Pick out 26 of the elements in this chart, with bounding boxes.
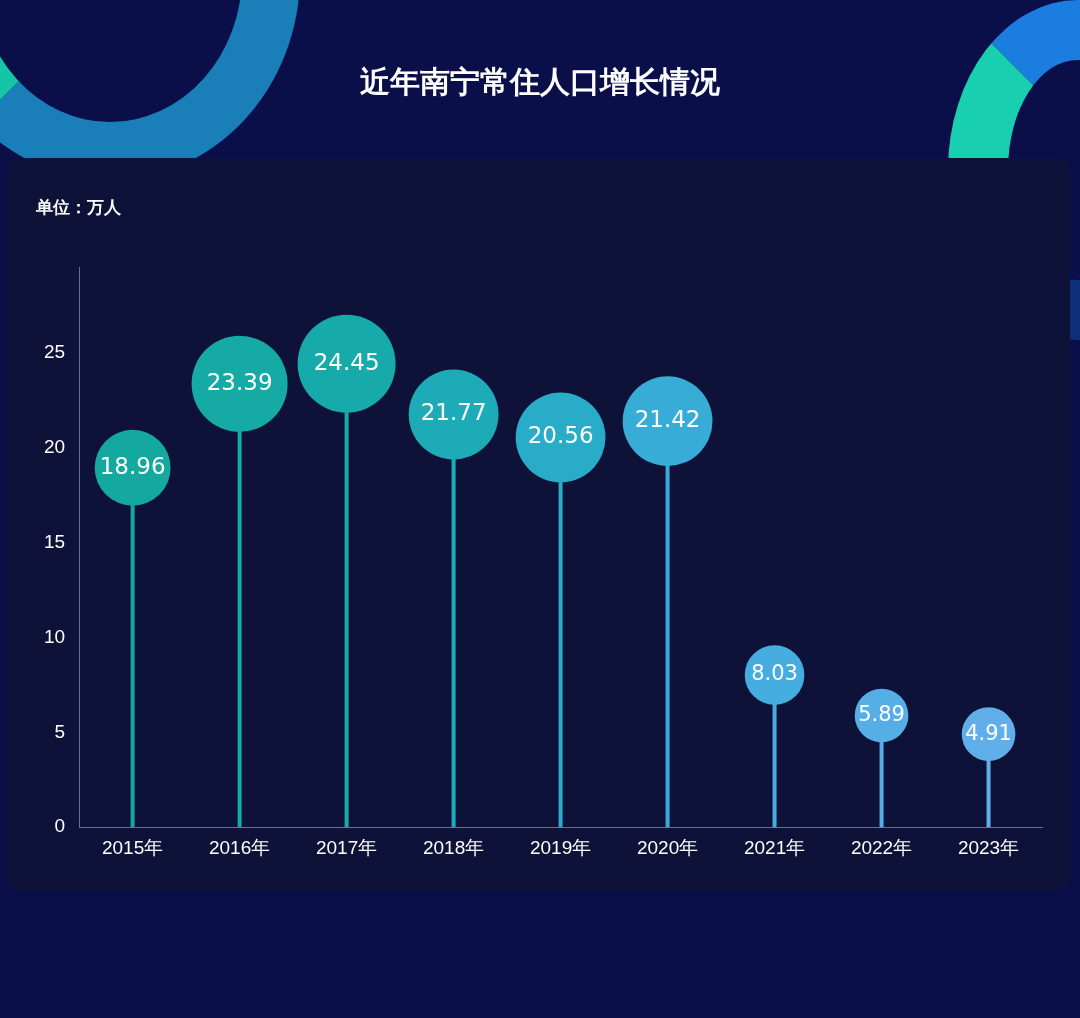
- x-tick-label: 2016年: [208, 836, 271, 858]
- y-tick-label: 15: [43, 531, 66, 553]
- x-tick-label: 2020年: [636, 836, 699, 858]
- y-tick-label: 20: [43, 436, 66, 458]
- x-tick-label: 2017年: [315, 836, 378, 858]
- x-tick-label: 2019年: [529, 836, 592, 858]
- y-tick-label: 25: [43, 341, 66, 363]
- chart-title: 近年南宁常住人口增长情况: [359, 63, 721, 101]
- data-label: 20.56: [527, 422, 594, 449]
- data-label: 8.03: [751, 661, 798, 686]
- x-tick-label: 2023年: [957, 836, 1020, 858]
- y-tick-label: 5: [54, 720, 66, 742]
- y-axis-title: 单位：万人: [36, 196, 121, 219]
- x-tick-label: 2018年: [422, 836, 485, 858]
- y-tick-label: 10: [43, 625, 66, 647]
- data-label: 23.39: [206, 368, 273, 395]
- x-tick-label: 2021年: [743, 836, 806, 858]
- x-tick-label: 2022年: [850, 836, 913, 858]
- data-label: 24.45: [313, 348, 380, 375]
- data-label: 18.96: [99, 452, 166, 479]
- data-label: 4.91: [965, 720, 1012, 745]
- data-label: 21.77: [420, 399, 487, 426]
- data-label: 21.42: [634, 406, 701, 433]
- x-tick-label: 2015年: [101, 836, 164, 858]
- y-tick-label: 0: [54, 815, 66, 837]
- data-label: 5.89: [858, 701, 905, 726]
